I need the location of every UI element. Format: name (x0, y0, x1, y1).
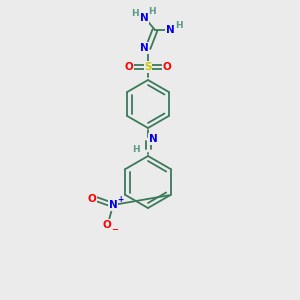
Text: H: H (131, 8, 139, 17)
Text: N: N (140, 13, 148, 23)
Text: H: H (132, 145, 140, 154)
Text: +: + (117, 196, 123, 205)
Text: H: H (175, 20, 183, 29)
Text: O: O (103, 220, 111, 230)
Text: O: O (163, 62, 171, 72)
Text: N: N (166, 25, 174, 35)
Text: N: N (148, 134, 158, 144)
Text: S: S (144, 62, 152, 72)
Text: O: O (88, 194, 96, 204)
Text: N: N (109, 200, 117, 210)
Text: N: N (140, 43, 148, 53)
Text: H: H (148, 7, 156, 16)
Text: −: − (112, 226, 118, 235)
Text: O: O (124, 62, 134, 72)
